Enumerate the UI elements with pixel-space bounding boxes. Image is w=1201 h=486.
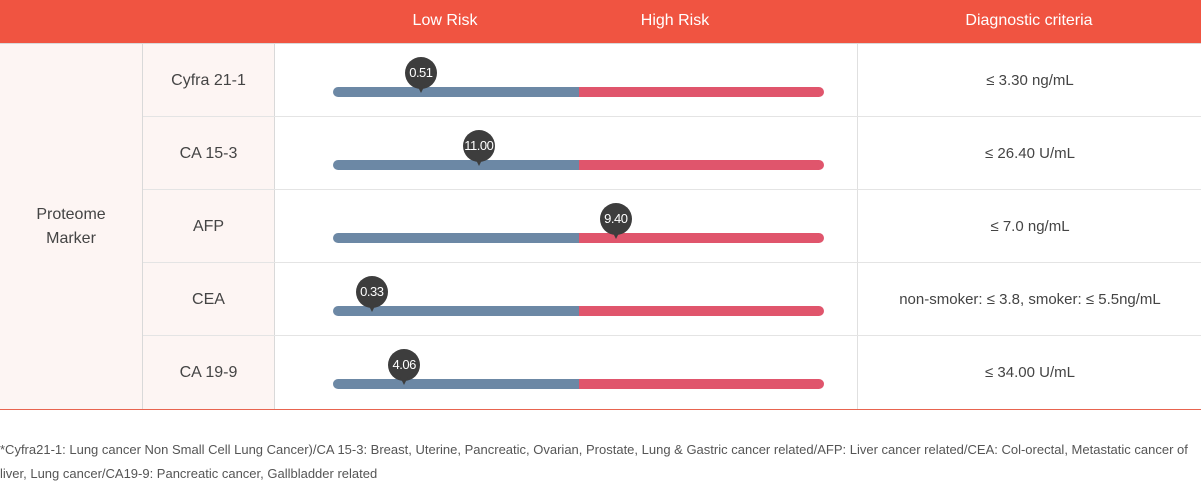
diagnostic-criteria: ≤ 7.0 ng/mL <box>857 190 1201 263</box>
risk-bar <box>333 160 824 170</box>
header-diagnostic-criteria: Diagnostic criteria <box>965 12 1093 29</box>
table-row: Cyfra 21-1 0.51 ≤ 3.30 ng/mL <box>143 44 1201 117</box>
low-risk-segment <box>333 379 579 389</box>
high-risk-segment <box>578 233 824 243</box>
diagnostic-criteria: ≤ 26.40 U/mL <box>857 117 1201 190</box>
diagnostic-criteria: ≤ 34.00 U/mL <box>857 336 1201 409</box>
row-divider <box>143 335 1201 336</box>
marker-pointer-icon <box>611 231 620 239</box>
row-divider <box>143 116 1201 117</box>
risk-bar <box>333 233 824 243</box>
low-risk-segment <box>333 87 579 97</box>
table-bottom-border <box>0 409 1201 410</box>
group-label: Proteome Marker <box>21 203 121 251</box>
group-label-line2: Marker <box>46 230 96 247</box>
risk-bar <box>333 306 824 316</box>
header-low-risk: Low Risk <box>412 12 478 29</box>
marker-name: CA 15-3 <box>143 117 275 190</box>
diagnostic-criteria: ≤ 3.30 ng/mL <box>857 44 1201 117</box>
low-risk-segment <box>333 160 579 170</box>
low-risk-segment <box>333 306 579 316</box>
header-high-risk: High Risk <box>640 12 710 29</box>
value-label: 11.00 <box>462 130 495 162</box>
high-risk-segment <box>578 87 824 97</box>
value-label: 4.06 <box>388 349 421 381</box>
value-label: 0.51 <box>404 57 437 89</box>
value-marker: 9.40 <box>599 203 632 239</box>
value-marker: 11.00 <box>462 130 495 166</box>
high-risk-segment <box>578 160 824 170</box>
marker-name: CEA <box>143 263 275 336</box>
low-risk-segment <box>333 233 579 243</box>
marker-pointer-icon <box>416 85 425 93</box>
marker-pointer-icon <box>367 304 376 312</box>
value-label: 0.33 <box>355 276 388 308</box>
table-row: AFP 9.40 ≤ 7.0 ng/mL <box>143 190 1201 263</box>
marker-name: Cyfra 21-1 <box>143 44 275 117</box>
diagnostic-criteria: non-smoker: ≤ 3.8, smoker: ≤ 5.5ng/mL <box>857 263 1201 336</box>
group-label-cell: Proteome Marker <box>0 44 143 410</box>
value-label: 9.40 <box>599 203 632 235</box>
risk-bar <box>333 87 824 97</box>
row-divider <box>143 262 1201 263</box>
table-header: Low Risk High Risk Diagnostic criteria <box>0 0 1201 44</box>
high-risk-segment <box>578 379 824 389</box>
table-row: CEA 0.33 non-smoker: ≤ 3.8, smoker: ≤ 5.5n… <box>143 263 1201 336</box>
value-marker: 0.51 <box>404 57 437 93</box>
table-row: CA 19-9 4.06 ≤ 34.00 U/mL <box>143 336 1201 409</box>
group-label-line1: Proteome <box>36 206 106 223</box>
row-divider <box>143 189 1201 190</box>
footnote: *Cyfra21-1: Lung cancer Non Small Cell L… <box>0 442 1188 481</box>
risk-bar <box>333 379 824 389</box>
high-risk-segment <box>578 306 824 316</box>
value-marker: 0.33 <box>355 276 388 312</box>
marker-name: AFP <box>143 190 275 263</box>
value-marker: 4.06 <box>388 349 421 385</box>
table-row: CA 15-3 11.00 ≤ 26.40 U/mL <box>143 117 1201 190</box>
marker-pointer-icon <box>400 377 409 385</box>
marker-pointer-icon <box>474 158 483 166</box>
marker-name: CA 19-9 <box>143 336 275 409</box>
